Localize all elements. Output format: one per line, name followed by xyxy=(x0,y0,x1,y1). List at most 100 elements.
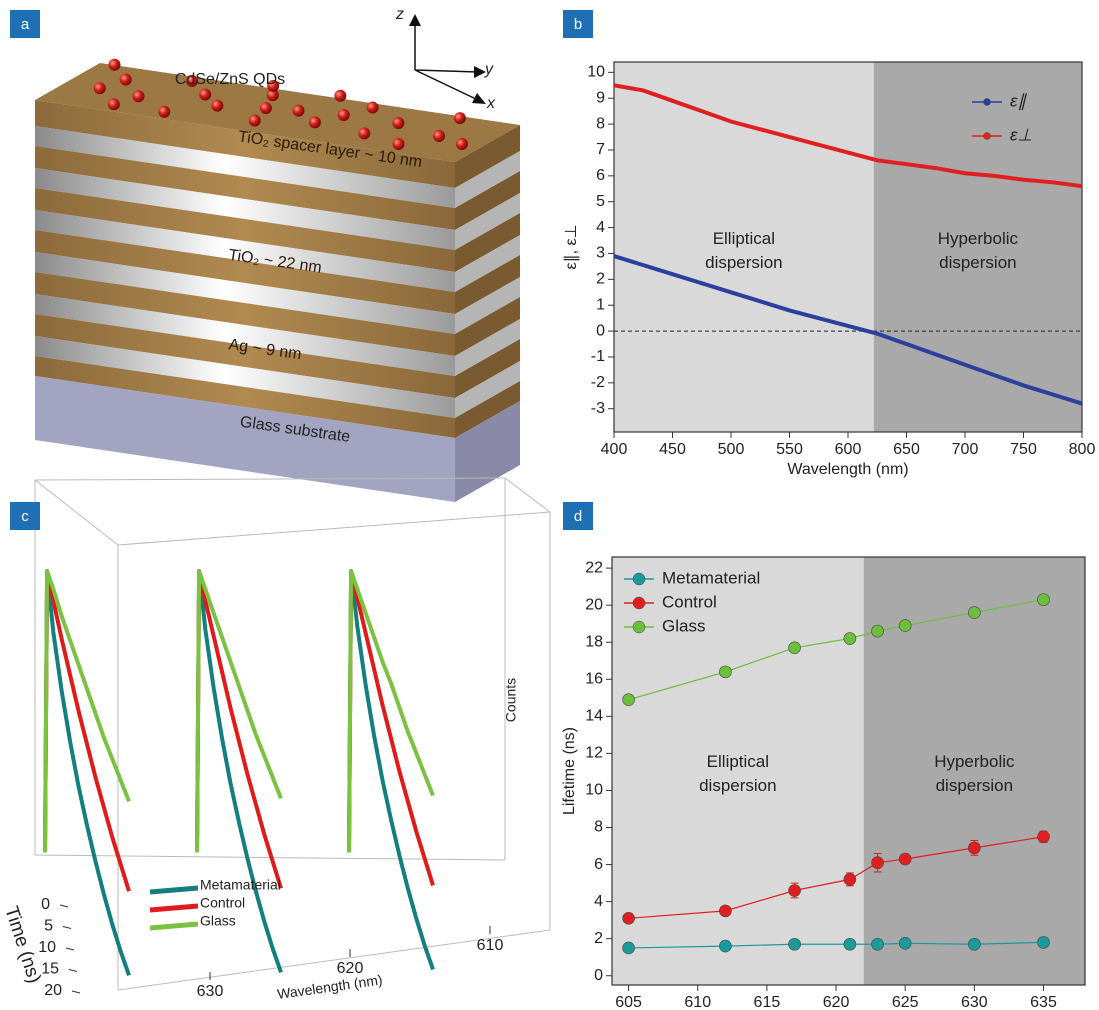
box-edge xyxy=(504,477,551,513)
legend-marker xyxy=(983,98,991,106)
layer-side xyxy=(455,151,520,208)
y-tick-label: 20 xyxy=(585,596,603,613)
legend-label: ε∥ xyxy=(1010,91,1027,110)
wavelength-tick-label: 630 xyxy=(197,983,224,1000)
data-point xyxy=(871,856,884,870)
counts-axis-label: Counts xyxy=(503,678,519,722)
x-tick-label: 800 xyxy=(1069,441,1096,458)
y-tick-label: 3 xyxy=(596,245,605,262)
layer-side xyxy=(455,401,520,502)
y-tick-label: 14 xyxy=(585,708,603,725)
data-point xyxy=(968,937,981,951)
legend-line xyxy=(149,885,199,895)
quantum-dot xyxy=(248,114,261,127)
layer-side xyxy=(455,361,520,418)
decay-curve xyxy=(195,569,283,974)
x-tick-label: 550 xyxy=(776,441,803,458)
data-point xyxy=(1037,936,1050,949)
data-point xyxy=(622,911,635,925)
time-tick-label: 15 xyxy=(41,961,59,978)
quantum-dot xyxy=(267,79,280,92)
region-label: dispersion xyxy=(936,776,1014,795)
quantum-dot xyxy=(259,102,272,115)
quantum-dot xyxy=(334,89,347,102)
x-tick-label: 500 xyxy=(718,441,745,458)
decay-plot: 0 5 10 15 20 630 620 610 Metamaterial Control Glas… xyxy=(0,477,551,1002)
series-line xyxy=(628,599,1044,701)
quantum-dot xyxy=(366,101,379,114)
decay-curve xyxy=(195,569,283,889)
data-point xyxy=(788,884,801,897)
y-axis-label: ε∥, ε⊥ xyxy=(563,224,580,269)
y-tick-label: 16 xyxy=(585,671,603,688)
layer-side xyxy=(455,235,520,292)
time-tick xyxy=(68,969,78,972)
time-tick xyxy=(71,990,81,994)
panel-badge xyxy=(10,502,40,530)
y-tick-label: 2 xyxy=(594,930,603,947)
y-tick-label: -3 xyxy=(591,400,605,417)
panel-badge xyxy=(10,10,40,38)
layer-side xyxy=(455,213,520,272)
layer-front xyxy=(35,100,455,188)
quantum-dot xyxy=(93,82,106,95)
panel-badge xyxy=(563,502,593,530)
box-edge xyxy=(34,479,119,546)
decay-curve xyxy=(195,569,283,853)
legend-label: Glass xyxy=(662,616,705,635)
data-point xyxy=(898,852,912,866)
data-point xyxy=(871,624,884,638)
legend-label: Glass xyxy=(200,913,236,929)
layer-front xyxy=(35,336,455,418)
x-tick-label: 750 xyxy=(1010,441,1037,458)
layer-front xyxy=(35,272,455,356)
y-tick-label: 2 xyxy=(596,271,605,288)
data-point xyxy=(788,937,801,951)
y-tick-label: 22 xyxy=(585,559,603,576)
time-tick-label: 0 xyxy=(41,896,50,913)
series-line xyxy=(613,254,1083,406)
legend-line xyxy=(149,903,199,913)
panel-label: c xyxy=(21,508,29,525)
y-tick-label: 7 xyxy=(596,141,605,158)
y-axis-label: Lifetime (ns) xyxy=(561,727,578,815)
qd-label: CdSe/ZnS QDs xyxy=(175,71,285,88)
y-tick-label: 9 xyxy=(596,89,605,106)
data-point xyxy=(1037,593,1050,606)
data-point xyxy=(719,904,732,918)
y-tick-label: 18 xyxy=(585,633,603,650)
decay-curve xyxy=(347,569,435,853)
region-label: Elliptical xyxy=(713,229,775,248)
box-edge xyxy=(34,477,506,481)
legend-label: ε⊥ xyxy=(1010,125,1032,144)
legend-marker xyxy=(632,596,646,610)
region-label: dispersion xyxy=(699,776,777,795)
x-tick-label: 605 xyxy=(615,994,642,1010)
data-point xyxy=(968,606,981,619)
wavelength-tick-label: 610 xyxy=(477,937,504,954)
legend-label: Metamaterial xyxy=(200,877,281,893)
box-edge xyxy=(117,929,551,991)
y-tick-label: 10 xyxy=(587,64,605,81)
series-line xyxy=(613,83,1083,189)
axis-arrow xyxy=(414,20,479,101)
y-tick-label: 4 xyxy=(594,893,603,910)
data-point xyxy=(719,939,732,953)
quantum-dot xyxy=(186,74,198,87)
x-tick-label: 615 xyxy=(754,994,781,1010)
layer-side xyxy=(455,339,520,398)
plot-frame xyxy=(611,556,1086,986)
axis-name: z xyxy=(395,6,404,23)
legend-label: Control xyxy=(662,592,717,611)
y-tick-label: 0 xyxy=(596,322,605,339)
data-point xyxy=(719,665,732,679)
quantum-dot xyxy=(211,99,224,112)
quantum-dot xyxy=(433,130,445,142)
time-tick-label: 20 xyxy=(44,982,62,999)
panel-badge xyxy=(563,10,593,38)
layer-side xyxy=(455,125,520,188)
layer-front xyxy=(35,356,455,438)
layer-side xyxy=(455,193,520,250)
quantum-dot xyxy=(158,105,171,118)
layer-side xyxy=(455,171,520,230)
